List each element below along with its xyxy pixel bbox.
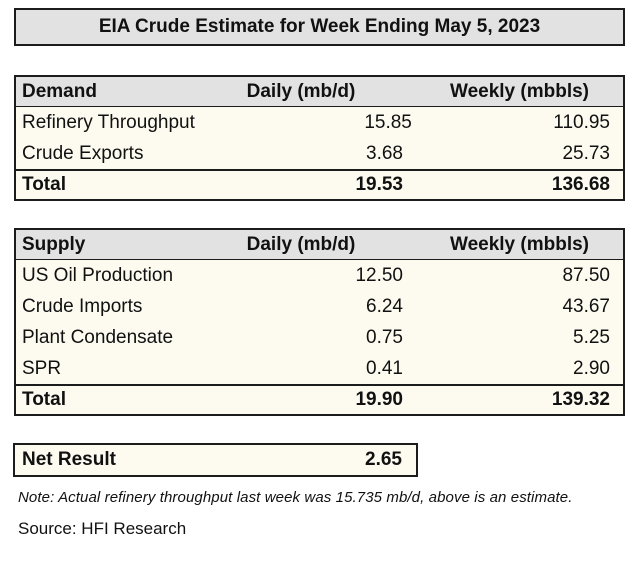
supply-total-row: Total 19.90 139.32 [16,384,623,414]
daily-value: 15.85 [364,111,412,133]
column-header-weekly: Weekly (mbbls) [449,80,590,102]
table-row: Crude Imports 6.24 43.67 [16,291,623,322]
row-label: SPR [22,357,62,379]
column-header-demand: Demand [22,80,97,102]
weekly-value: 2.90 [573,357,610,379]
row-label: US Oil Production [22,264,174,286]
net-result-value: 2.65 [365,449,402,470]
weekly-value: 110.95 [553,111,610,133]
weekly-value: 136.68 [551,174,610,195]
column-header-supply: Supply [22,233,86,255]
daily-value: 0.41 [366,357,403,379]
row-label: Total [22,389,66,410]
daily-value: 19.53 [355,174,403,195]
weekly-value: 43.67 [562,295,610,317]
row-label: Crude Imports [22,295,143,317]
net-result-label: Net Result [22,449,116,470]
table-row: Refinery Throughput 15.85 110.95 [16,107,623,138]
weekly-value: 5.25 [573,326,610,348]
row-label: Crude Exports [22,142,144,164]
demand-header-row: Demand Daily (mb/d) Weekly (mbbls) [16,77,623,107]
demand-table: Demand Daily (mb/d) Weekly (mbbls) Refin… [14,75,625,201]
daily-value: 6.24 [366,295,403,317]
weekly-value: 139.32 [551,389,610,410]
net-result-box: Net Result 2.65 [13,443,418,477]
note-text: Note: Actual refinery throughput last we… [18,489,573,506]
row-label: Refinery Throughput [22,111,195,133]
table-row: Crude Exports 3.68 25.73 [16,138,623,169]
page-title: EIA Crude Estimate for Week Ending May 5… [14,8,625,46]
source-text: Source: HFI Research [18,519,187,538]
daily-value: 12.50 [355,264,403,286]
daily-value: 3.68 [366,142,403,164]
supply-header-row: Supply Daily (mb/d) Weekly (mbbls) [16,230,623,260]
table-row: Plant Condensate 0.75 5.25 [16,322,623,353]
demand-total-row: Total 19.53 136.68 [16,169,623,199]
daily-value: 19.90 [355,389,403,410]
supply-table: Supply Daily (mb/d) Weekly (mbbls) US Oi… [14,228,625,416]
column-header-weekly: Weekly (mbbls) [449,233,590,255]
column-header-daily: Daily (mb/d) [246,80,356,102]
table-row: US Oil Production 12.50 87.50 [16,260,623,291]
daily-value: 0.75 [366,326,403,348]
weekly-value: 87.50 [562,264,610,286]
column-header-daily: Daily (mb/d) [246,233,356,255]
row-label: Plant Condensate [22,326,174,348]
row-label: Total [22,174,66,195]
weekly-value: 25.73 [562,142,610,164]
table-row: SPR 0.41 2.90 [16,353,623,384]
